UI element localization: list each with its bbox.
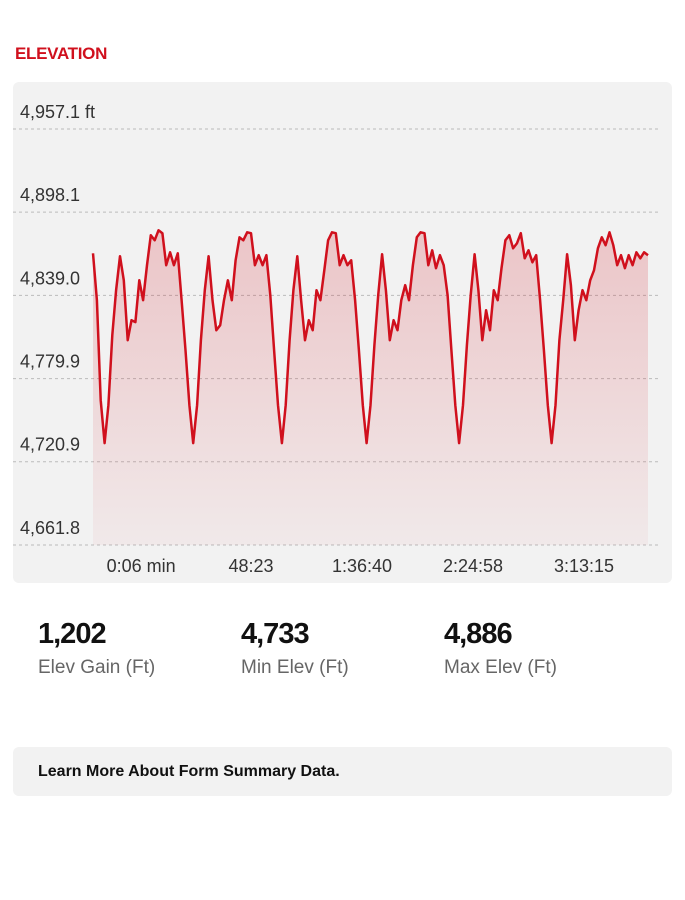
learn-more-link[interactable]: Learn More About Form Summary Data. [13,747,672,796]
chart-card: 4,661.8 4,720.9 4,779.9 4,839.0 4,898.1 4,957… [13,82,672,583]
chart: 4,661.8 4,720.9 4,779.9 4,839.0 4,898.1 4,957… [13,102,660,576]
y-tick-label: 4,720.9 [20,435,80,455]
x-tick-label: 0:06 min [107,556,176,576]
stat-label: Min Elev (Ft) [241,657,349,678]
x-tick-label: 48:23 [228,556,273,576]
link-text[interactable]: Learn More About Form Summary Data. [38,763,340,780]
stat: 4,886 Max Elev (Ft) [444,618,557,679]
area [93,230,648,546]
stat-label: Elev Gain (Ft) [38,657,156,678]
y-tick-label: 4,779.9 [20,352,80,372]
y-tick-label: 4,898.1 [20,185,80,205]
y-tick-label: 4,839.0 [20,268,80,288]
stat-label: Max Elev (Ft) [444,657,557,678]
x-tick-label: 2:24:58 [443,556,503,576]
y-axis-top-label: 4,957.1 ft [20,102,95,122]
stat: 4,733 Min Elev (Ft) [241,618,349,679]
x-tick-label: 3:13:15 [554,556,614,576]
stat: 1,202 Elev Gain (Ft) [38,618,155,679]
stat-value: 1,202 [38,618,107,650]
y-tick-label: 4,661.8 [20,518,80,538]
line [91,229,649,445]
stat-value: 4,886 [444,618,513,650]
section-title: ELEVATION [15,44,108,63]
stat-value: 4,733 [241,618,310,650]
x-tick-label: 1:36:40 [332,556,392,576]
